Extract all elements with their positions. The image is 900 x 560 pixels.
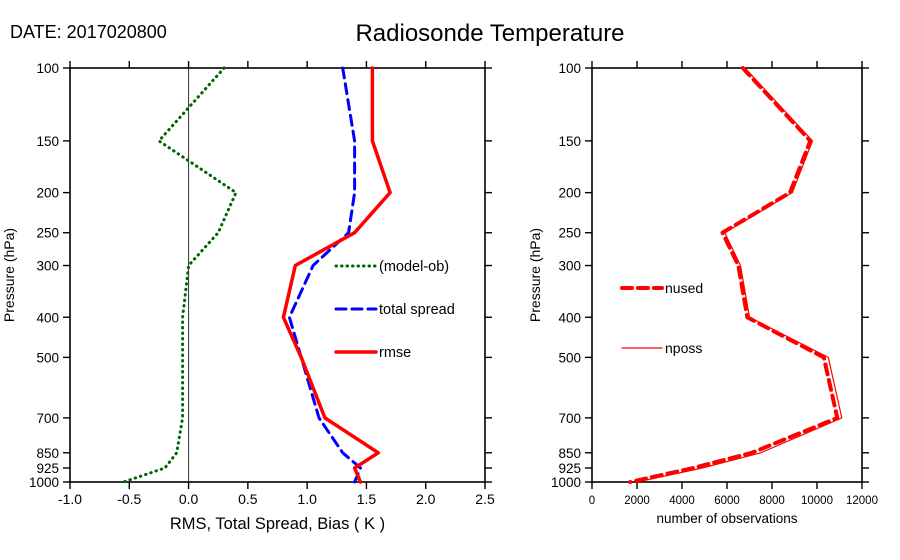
x-tick-label: 0.0: [179, 491, 199, 507]
x-tick-label: 12000: [846, 495, 878, 507]
x-axis-label: number of observations: [656, 511, 797, 526]
legend-label-nposs: nposs: [665, 340, 702, 356]
y-axis-label: Pressure (hPa): [530, 228, 543, 322]
legend-label-total-spread: total spread: [379, 302, 455, 318]
y-tick-label: 925: [36, 461, 59, 476]
y-tick-label: 700: [558, 411, 581, 426]
legend-label-rmse: rmse: [379, 345, 411, 361]
x-axis-label: RMS, Total Spread, Bias ( K ): [170, 515, 385, 533]
obs-count-chart-panel: 0 2000 4000 6000 8000 10000 12000 100 150 200 250 3…: [527, 0, 900, 560]
y-tick-label: 150: [558, 134, 581, 149]
y-tick-label: 500: [36, 350, 59, 365]
x-tick-label: 2.5: [475, 491, 495, 507]
x-tick-label: -0.5: [117, 491, 141, 507]
series-line-nused: [628, 66, 840, 484]
y-tick-label: 700: [36, 411, 59, 426]
page-title: Radiosonde Temperature: [355, 20, 625, 47]
y-tick-label: 1000: [29, 475, 59, 490]
series-line-nposs: [636, 67, 843, 483]
series-line-rmse: [281, 66, 392, 484]
legend-label-nused: nused: [665, 280, 703, 296]
x-tick-label: 0.5: [238, 491, 258, 507]
y-axis-label: Pressure (hPa): [1, 228, 17, 322]
y-tick-label: 150: [36, 134, 59, 149]
x-tick-label: 1.5: [357, 491, 377, 507]
x-tick-label: 2.0: [416, 491, 436, 507]
y-tick-label: 100: [36, 61, 59, 76]
series-line-bias: [121, 66, 238, 484]
series-line-total-spread: [287, 66, 362, 484]
y-tick-label: 850: [36, 446, 59, 461]
y-tick-label: 300: [36, 259, 59, 274]
y-tick-label: 850: [558, 446, 581, 461]
x-tick-label: -1.0: [58, 491, 82, 507]
counts-chart-svg: 0 2000 4000 6000 8000 10000 12000 100 150 200 250 3…: [527, 61, 878, 526]
stats-chart-svg: -1.0 -0.5 0.0 0.5 1.0 1.5 2.0 2.5 100 150 200 250 30…: [1, 61, 495, 533]
x-tick-label: 8000: [759, 495, 785, 507]
date-label: DATE: 2017020800: [10, 22, 167, 42]
plot-frame: [69, 67, 486, 483]
y-tick-label: 250: [558, 226, 581, 241]
y-tick-label: 300: [558, 259, 581, 274]
y-tick-label: 200: [558, 186, 581, 201]
x-tick-label: 1.0: [297, 491, 317, 507]
x-tick-label: 10000: [801, 495, 833, 507]
legend-label-bias: (model-ob): [379, 259, 449, 275]
y-tick-label: 1000: [551, 475, 581, 490]
y-tick-label: 500: [558, 350, 581, 365]
y-tick-label: 250: [36, 226, 59, 241]
y-tick-label: 200: [36, 186, 59, 201]
x-tick-label: 4000: [669, 495, 695, 507]
y-tick-label: 400: [558, 310, 581, 325]
y-tick-label: 925: [558, 461, 581, 476]
x-tick-label: 6000: [714, 495, 740, 507]
x-tick-label: 2000: [624, 495, 650, 507]
stats-chart-panel: -1.0 -0.5 0.0 0.5 1.0 1.5 2.0 2.5 100 150 200 250 30…: [1, 61, 495, 533]
plot-frame: [591, 67, 863, 483]
y-tick-label: 400: [36, 310, 59, 325]
x-tick-label: 0: [589, 495, 595, 507]
y-tick-label: 100: [558, 61, 581, 76]
